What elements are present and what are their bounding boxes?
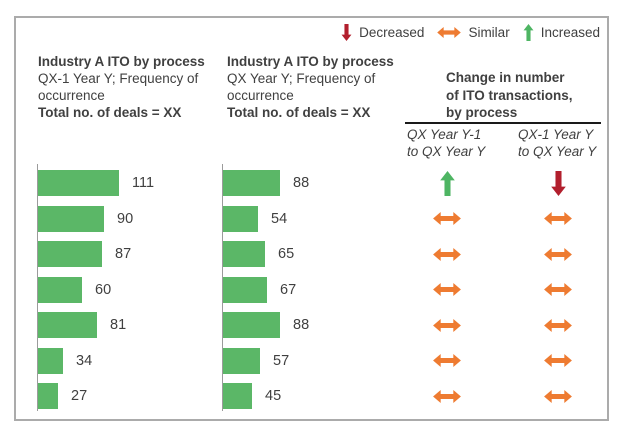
arrow-left-right-icon bbox=[544, 248, 572, 261]
change-indicator-increased bbox=[405, 171, 489, 196]
change-indicator-similar bbox=[405, 212, 489, 225]
bar-value-label: 54 bbox=[271, 210, 288, 227]
arrow-left-right-icon bbox=[437, 27, 462, 38]
bar bbox=[223, 383, 252, 409]
bar-value-label: 27 bbox=[71, 388, 88, 404]
legend-label: Increased bbox=[540, 25, 600, 40]
legend-label: Decreased bbox=[359, 25, 425, 40]
legend-label: Similar bbox=[468, 25, 510, 40]
bar bbox=[38, 205, 104, 232]
legend-item-increased: Increased bbox=[523, 24, 600, 41]
change-indicator-similar bbox=[516, 354, 600, 367]
chart2-header: Industry A ITO by process QX Year Y; Fre… bbox=[227, 53, 405, 121]
change-indicator-similar bbox=[405, 319, 489, 332]
change-indicator-similar bbox=[516, 390, 600, 403]
bar bbox=[223, 276, 267, 303]
bar-value-label: 88 bbox=[293, 317, 310, 333]
arrow-left-right-icon bbox=[544, 354, 572, 367]
changes-column-header-2: QX-1 Year Y to QX Year Y bbox=[518, 127, 597, 159]
bar-value-label: 67 bbox=[280, 281, 297, 298]
bar bbox=[38, 241, 102, 267]
arrow-left-right-icon bbox=[544, 390, 572, 403]
legend: Decreased Similar Increased bbox=[341, 24, 600, 41]
change-indicator-similar bbox=[516, 248, 600, 261]
chart2-subtitle: QX Year Y; Frequency of occurrence bbox=[227, 71, 376, 103]
bar bbox=[38, 276, 82, 303]
bar bbox=[223, 241, 265, 267]
bar bbox=[223, 205, 258, 232]
bar-value-label: 60 bbox=[95, 281, 112, 298]
chart2-total-label: Total no. of deals = XX bbox=[227, 105, 371, 120]
change-indicator-similar bbox=[516, 319, 600, 332]
arrow-left-right-icon bbox=[544, 283, 572, 296]
chart1-subtitle: QX-1 Year Y; Frequency of occurrence bbox=[38, 71, 199, 103]
bar bbox=[38, 383, 58, 409]
bar-value-label: 65 bbox=[278, 246, 295, 262]
changes-column-header-1: QX Year Y-1 to QX Year Y bbox=[407, 127, 486, 159]
legend-item-decreased: Decreased bbox=[341, 24, 424, 41]
bar-value-label: 111 bbox=[132, 175, 155, 191]
bar bbox=[223, 312, 280, 338]
chart1-total-label: Total no. of deals = XX bbox=[38, 105, 182, 120]
arrow-left-right-icon bbox=[433, 354, 461, 367]
arrow-up-icon bbox=[439, 171, 455, 196]
chart1-header: Industry A ITO by process QX-1 Year Y; F… bbox=[38, 53, 216, 121]
bar-value-label: 81 bbox=[110, 317, 127, 333]
change-column-qx-yeary1 bbox=[405, 164, 489, 411]
change-column-qx1-yeary bbox=[516, 164, 600, 411]
bar-value-label: 45 bbox=[265, 388, 282, 404]
bar-value-label: 87 bbox=[115, 246, 132, 262]
bar-value-label: 88 bbox=[293, 175, 310, 191]
changes-title: Change in number of ITO transactions, by… bbox=[446, 70, 573, 120]
change-indicator-decreased bbox=[516, 171, 600, 196]
change-indicator-similar bbox=[516, 283, 600, 296]
figure-frame bbox=[14, 16, 609, 421]
change-indicator-similar bbox=[516, 212, 600, 225]
arrow-left-right-icon bbox=[433, 212, 461, 225]
change-indicator-similar bbox=[405, 354, 489, 367]
bar bbox=[38, 312, 97, 338]
bar-value-label: 57 bbox=[273, 352, 290, 369]
arrow-up-icon bbox=[523, 24, 534, 41]
bar-value-label: 34 bbox=[76, 352, 93, 369]
arrow-left-right-icon bbox=[433, 283, 461, 296]
bar-chart-qx1-yeary: 111 90 87 60 81 34 27 bbox=[37, 164, 220, 411]
arrow-down-icon bbox=[550, 171, 566, 196]
changes-divider bbox=[405, 122, 601, 124]
bar bbox=[38, 170, 119, 196]
arrow-left-right-icon bbox=[544, 319, 572, 332]
arrow-down-icon bbox=[341, 24, 352, 41]
bar-value-label: 90 bbox=[117, 210, 134, 227]
arrow-left-right-icon bbox=[433, 248, 461, 261]
arrow-left-right-icon bbox=[433, 390, 461, 403]
change-indicator-similar bbox=[405, 283, 489, 296]
bar bbox=[223, 170, 280, 196]
bar bbox=[38, 347, 63, 374]
bar-chart-qx-yeary: 88 54 65 67 88 57 45 bbox=[222, 164, 405, 411]
change-indicator-similar bbox=[405, 390, 489, 403]
arrow-left-right-icon bbox=[433, 319, 461, 332]
change-indicator-similar bbox=[405, 248, 489, 261]
legend-item-similar: Similar bbox=[437, 25, 510, 40]
chart2-title: Industry A ITO by process bbox=[227, 54, 394, 69]
arrow-left-right-icon bbox=[544, 212, 572, 225]
bar bbox=[223, 347, 260, 374]
chart1-title: Industry A ITO by process bbox=[38, 54, 205, 69]
